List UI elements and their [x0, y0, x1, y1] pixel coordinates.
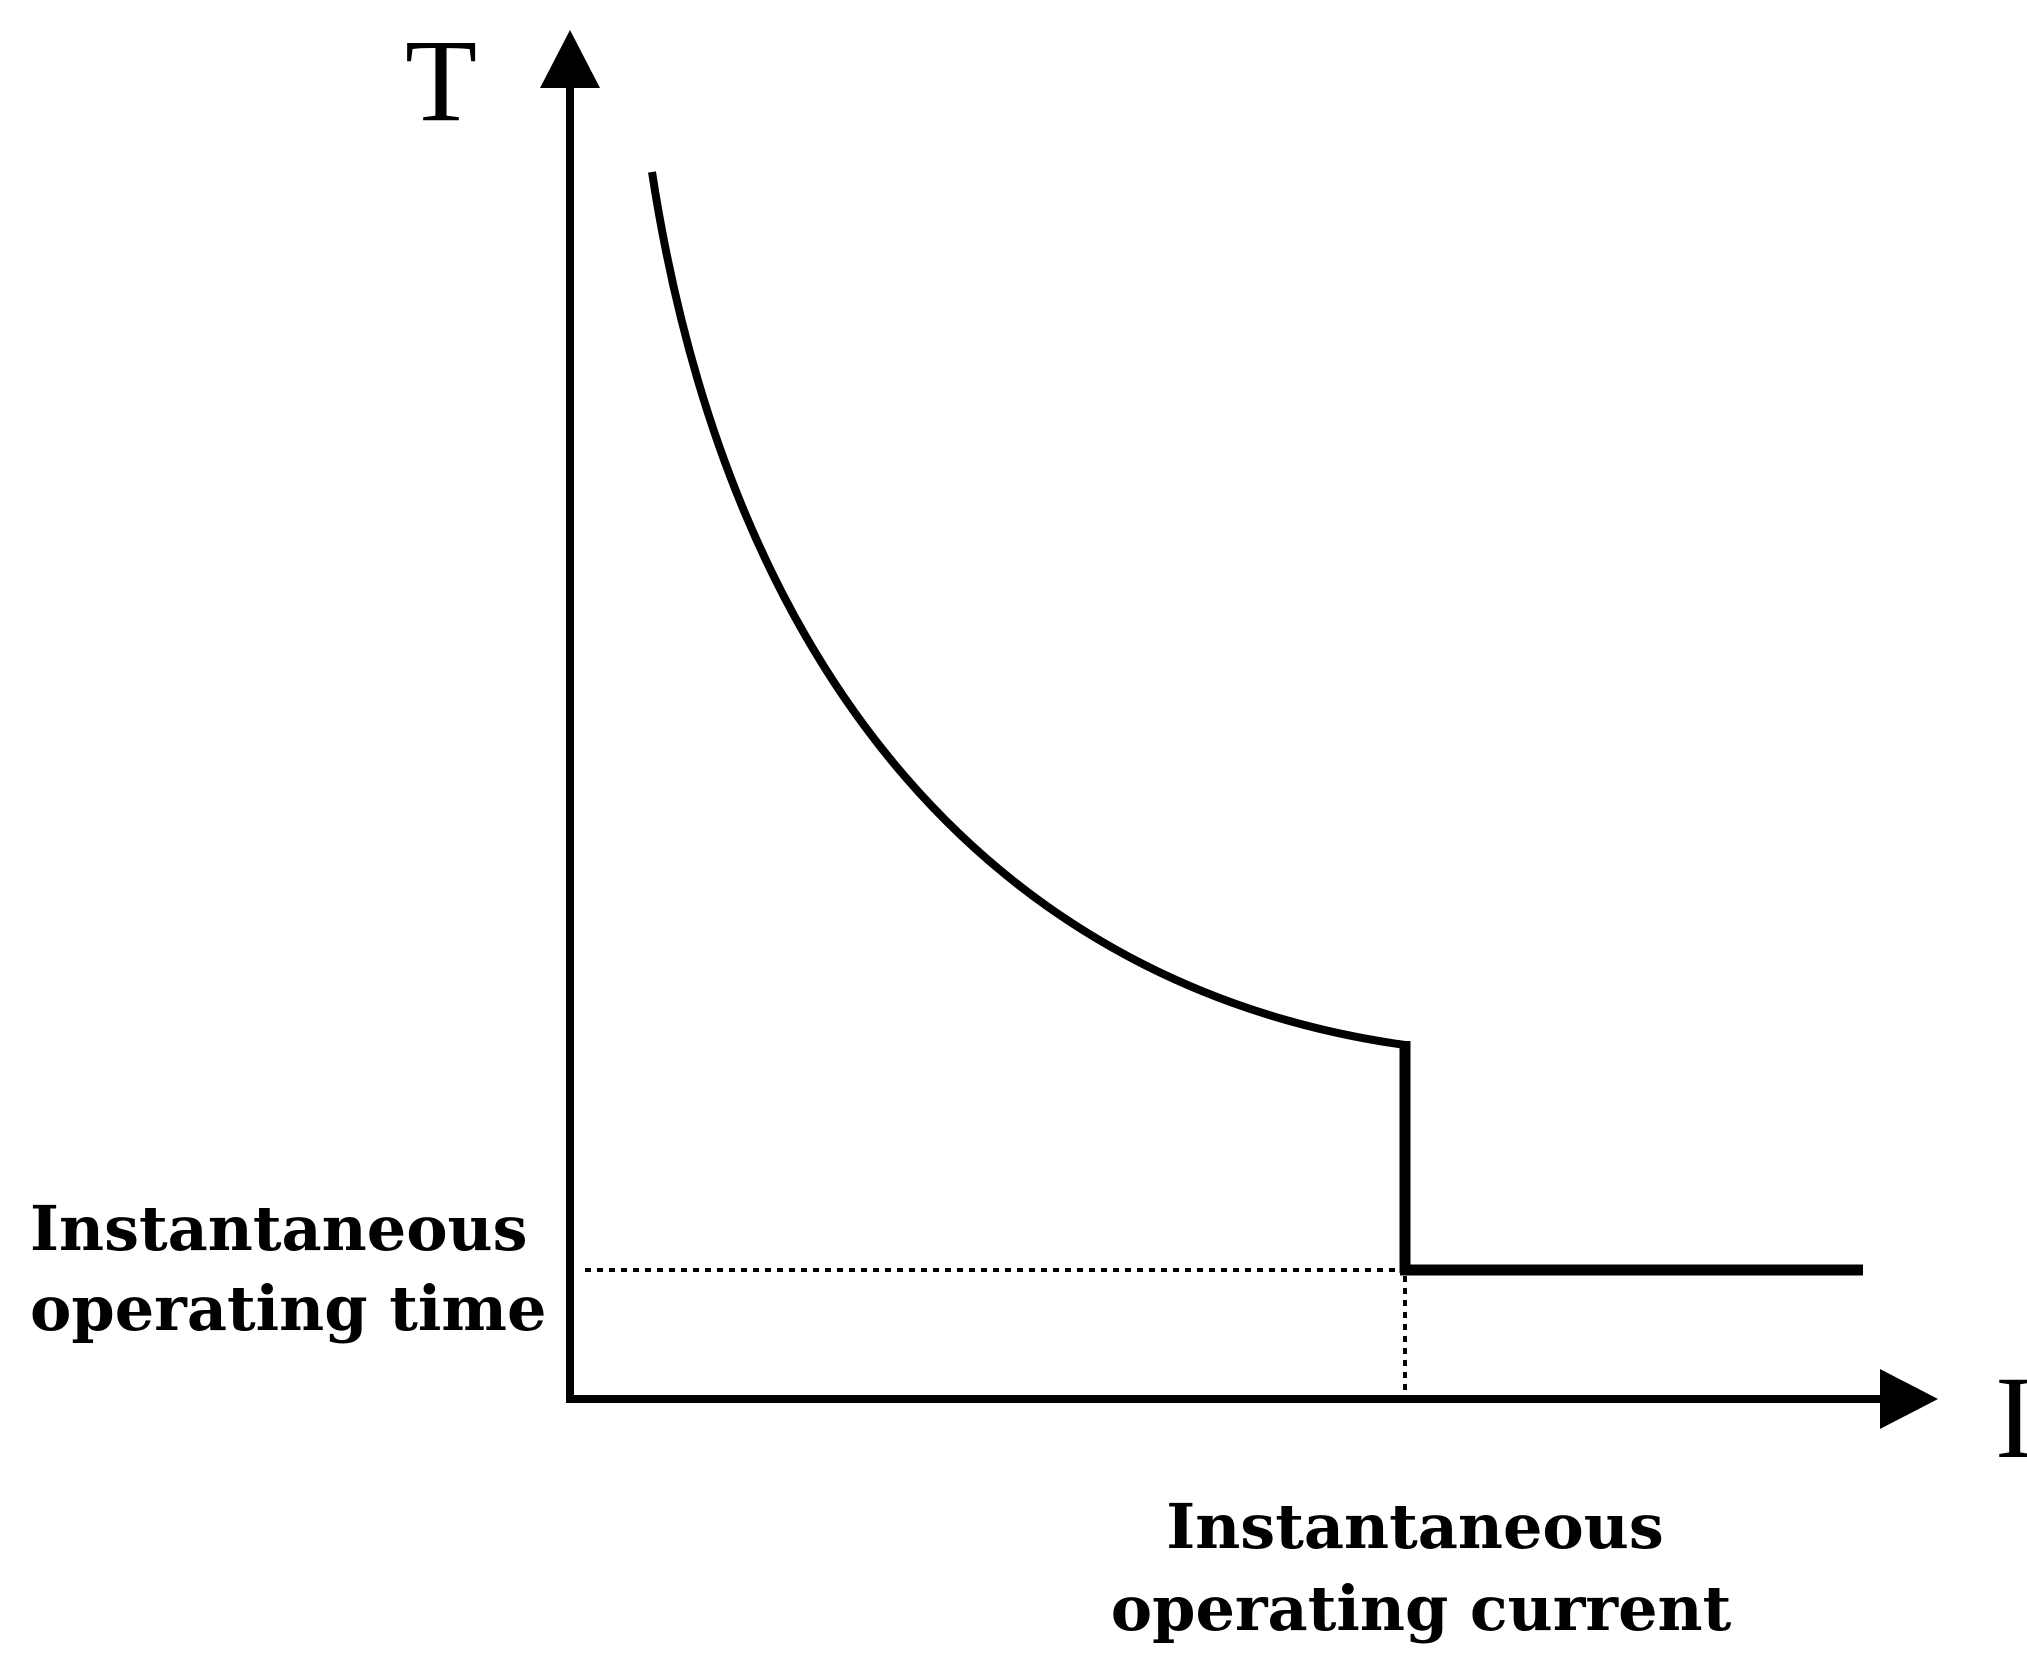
x-axis-arrowhead: [1880, 1369, 1938, 1429]
y-axis-arrowhead: [540, 30, 600, 88]
operating-time-label-line2: operating time: [30, 1272, 546, 1345]
operating-time-label-line1: Instantaneous: [30, 1192, 528, 1265]
operating-current-label-line2: operating current: [1111, 1572, 1732, 1645]
y-axis-label: T: [405, 15, 477, 146]
operating-current-label-line1: Instantaneous: [1166, 1490, 1664, 1563]
inverse-time-curve: [648, 171, 1406, 1049]
x-axis-label: I: [1995, 1352, 2027, 1483]
